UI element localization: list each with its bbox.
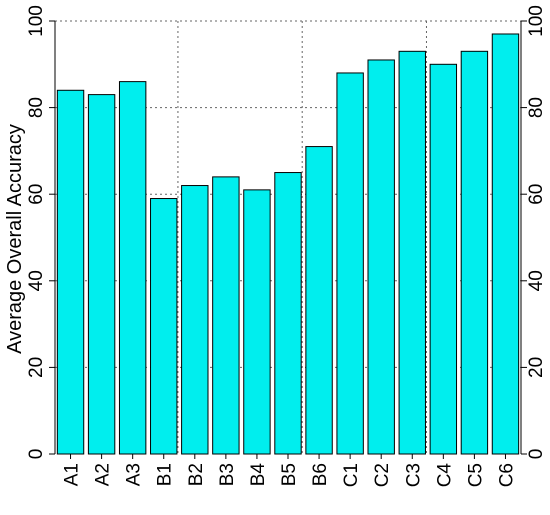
y-tick-label-right: 80 <box>526 97 547 118</box>
y-tick-label-left: 0 <box>26 449 47 460</box>
bar-b4 <box>243 189 271 455</box>
x-tick-label: B3 <box>217 463 238 486</box>
x-tick-label: B1 <box>155 463 176 486</box>
bar-b2 <box>181 185 209 455</box>
x-tick-label: C5 <box>465 463 486 487</box>
y-tick-label-left: 20 <box>26 357 47 378</box>
bar-b5 <box>274 172 302 455</box>
x-tick-label: A2 <box>93 463 114 486</box>
x-tick-label: C1 <box>341 463 362 487</box>
x-tick-label: A1 <box>62 463 83 486</box>
x-tick-label: B6 <box>310 463 331 486</box>
y-tick-label-right: 0 <box>526 449 547 460</box>
x-tick-label: C6 <box>496 463 517 487</box>
x-tick-label: B4 <box>248 463 269 487</box>
bar-a1 <box>56 89 85 455</box>
bar-a3 <box>118 81 147 455</box>
y-tick-label-left: 100 <box>26 5 47 37</box>
x-tick-label: C2 <box>372 463 393 487</box>
x-tick-label: C3 <box>403 463 424 487</box>
y-tick-label-left: 60 <box>26 184 47 205</box>
bar-a2 <box>87 94 116 455</box>
bar-b1 <box>150 198 178 455</box>
y-tick-label-right: 40 <box>526 270 547 291</box>
bar-c5 <box>460 50 489 455</box>
y-axis-title: Average Overall Accuracy <box>4 124 26 354</box>
bar-c2 <box>367 59 395 455</box>
y-tick-label-right: 20 <box>526 357 547 378</box>
axes <box>49 20 527 459</box>
bars <box>56 33 520 455</box>
bar-c3 <box>398 50 426 455</box>
grid-lines <box>55 20 521 454</box>
y-tick-label-left: 40 <box>26 270 47 291</box>
bar-c1 <box>336 72 364 455</box>
y-tick-label-right: 60 <box>526 184 547 205</box>
y-tick-label-right: 100 <box>526 5 547 37</box>
x-tick-label: C4 <box>434 463 455 488</box>
bar-c4 <box>429 63 458 455</box>
x-tick-label: A3 <box>124 463 145 486</box>
bar-b6 <box>305 146 333 455</box>
x-tick-label: B5 <box>279 463 300 486</box>
y-tick-label-left: 80 <box>26 97 47 118</box>
x-tick-label: B2 <box>186 463 207 486</box>
bar-b3 <box>212 176 240 455</box>
tick-labels: A1 A2 A3 B1 B2 B3 B4 B5 B6 C1 C2 C3 C4 C5 C6 0 0 20 20 40 40… <box>26 5 547 487</box>
bar-c6 <box>491 33 520 455</box>
